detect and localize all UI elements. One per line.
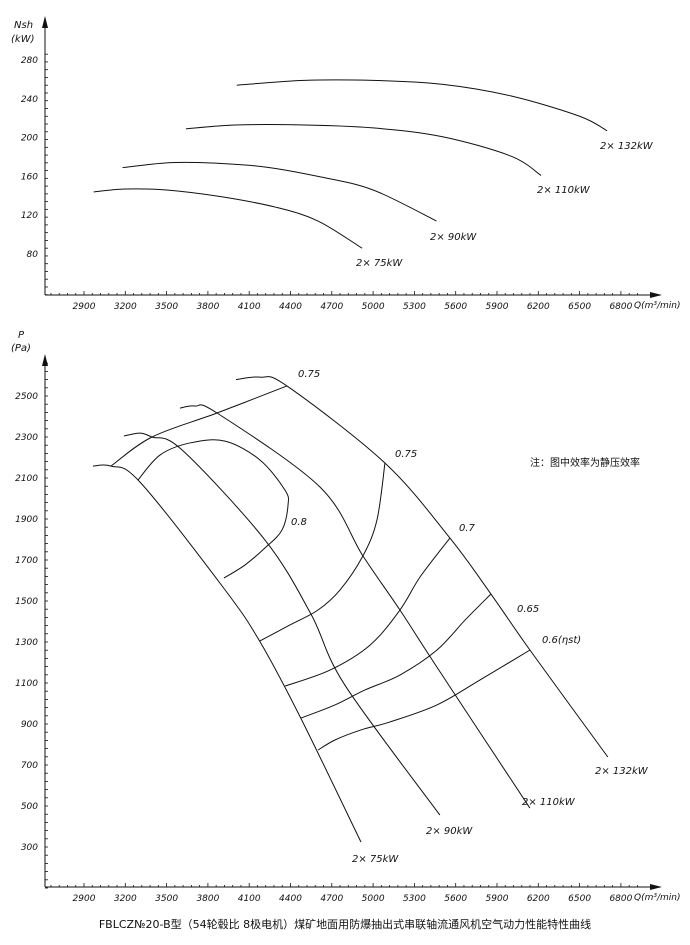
power-curve-290kw: [122, 161, 437, 222]
pressure-x-tick-label: 5300: [403, 894, 426, 904]
pressure-series-label-110: 2× 110kW: [522, 797, 576, 808]
pressure-y-label-2: (Pa): [11, 343, 31, 354]
efficiency-label-06: 0.6(ηst): [542, 635, 581, 646]
efficiency-label-075-top: 0.75: [298, 369, 320, 380]
power-x-axis-arrow: [650, 292, 662, 298]
pressure-x-tick-label: 6800: [609, 894, 632, 904]
pressure-series-label-75: 2× 75kW: [352, 854, 399, 865]
pressure-series-label-132: 2× 132kW: [595, 766, 649, 777]
pressure-x-tick-label: 3800: [196, 894, 219, 904]
pressure-y-tick-label: 1100: [15, 679, 38, 689]
pressure-x-label: Q(m³/min): [634, 893, 681, 903]
power-x-tick-label: 4700: [320, 302, 343, 312]
power-chart: Nsh (kW) Q(m³/min) 2900 3200 3500 3800 4100 4…: [11, 16, 681, 312]
power-x-tick-label: 5900: [486, 302, 509, 312]
power-curve-275kw: [93, 188, 363, 249]
power-y-tick-label: 80: [27, 250, 39, 260]
power-x-tick-label: 4400: [279, 302, 302, 312]
efficiency-contour-4: [300, 593, 492, 719]
pressure-curve-275kw: [92, 464, 362, 843]
power-series-label-132: 2× 132kW: [600, 141, 654, 152]
pressure-x-tick-label: 5000: [362, 894, 385, 904]
pressure-y-label-1: P: [18, 330, 25, 341]
pressure-y-axis-arrow: [42, 354, 48, 366]
power-series-label-110: 2× 110kW: [537, 185, 591, 196]
pressure-series-label-90: 2× 90kW: [426, 826, 473, 837]
pressure-chart: P (Pa) Q(m³/min) 2900 3200 3500 3800 4100 440…: [11, 330, 681, 904]
power-y-tick-label: 160: [21, 172, 38, 182]
pressure-x-tick-label: 5600: [444, 894, 467, 904]
efficiency-contour-0: [110, 385, 288, 467]
efficiency-note: 注：图中效率为静压效率: [530, 456, 640, 469]
pressure-curve-2110kw: [179, 404, 531, 809]
pressure-y-tick-label: 300: [21, 843, 38, 853]
pressure-x-tick-label: 3200: [114, 894, 137, 904]
efficiency-label-08: 0.8: [291, 517, 307, 528]
pressure-y-tick-label: 1700: [15, 556, 38, 566]
efficiency-label-065: 0.65: [517, 604, 539, 615]
pressure-y-tick-label: 1500: [15, 597, 38, 607]
power-y-axis-arrow: [42, 16, 48, 28]
pressure-x-tick-label: 5900: [486, 894, 509, 904]
efficiency-contour-3: [284, 537, 451, 687]
power-x-tick-label: 2900: [73, 302, 96, 312]
pressure-x-tick-label: 4400: [279, 894, 302, 904]
power-y-tick-label: 280: [21, 56, 38, 66]
power-x-tick-label: 6200: [527, 302, 550, 312]
pressure-x-tick-label: 4100: [238, 894, 261, 904]
power-y-label-2: (kW): [11, 34, 34, 45]
efficiency-label-07: 0.7: [459, 523, 476, 534]
pressure-curve-290kw: [123, 432, 441, 816]
power-x-tick-label: 3800: [196, 302, 219, 312]
pressure-y-tick-label: 2500: [15, 392, 38, 402]
efficiency-contour-1: [137, 439, 290, 579]
pressure-y-tick-label: 1300: [15, 638, 38, 648]
power-curve-2110kw: [185, 124, 542, 176]
power-series-label-90: 2× 90kW: [430, 232, 477, 243]
power-y-tick-label: 120: [21, 211, 38, 221]
pressure-x-tick-label: 4700: [320, 894, 343, 904]
pressure-x-tick-label: 3500: [155, 894, 178, 904]
pressure-y-tick-label: 900: [21, 720, 38, 730]
pressure-y-tick-label: 2100: [15, 474, 38, 484]
power-x-tick-label: 6500: [568, 302, 591, 312]
pressure-x-tick-label: 6200: [527, 894, 550, 904]
pressure-x-axis-arrow: [650, 884, 662, 890]
pressure-y-tick-label: 2300: [15, 433, 38, 443]
pressure-y-tick-label: 500: [21, 802, 38, 812]
power-x-tick-label: 3200: [114, 302, 137, 312]
pressure-y-tick-label: 700: [21, 761, 38, 771]
power-y-tick-label: 200: [21, 134, 38, 144]
power-y-label-1: Nsh: [14, 20, 33, 31]
power-x-tick-label: 4100: [238, 302, 261, 312]
chart-title: FBLCZ№20-B型（54轮毂比 8极电机）煤矿地面用防爆抽出式串联轴流通风机…: [99, 917, 591, 931]
power-x-tick-label: 6800: [609, 302, 632, 312]
efficiency-contour-2: [259, 462, 386, 642]
power-series-label-75: 2× 75kW: [356, 258, 403, 269]
pressure-x-tick-label: 2900: [73, 894, 96, 904]
pressure-y-tick-label: 1900: [15, 515, 38, 525]
power-curve-2132kw: [236, 79, 608, 132]
efficiency-label-075: 0.75: [395, 449, 417, 460]
power-x-tick-label: 3500: [155, 302, 178, 312]
power-x-tick-label: 5300: [403, 302, 426, 312]
efficiency-contour-5: [317, 649, 531, 751]
power-x-label: Q(m³/min): [634, 301, 681, 311]
power-x-tick-label: 5600: [444, 302, 467, 312]
power-x-tick-label: 5000: [362, 302, 385, 312]
pressure-x-tick-label: 6500: [568, 894, 591, 904]
power-y-tick-label: 240: [21, 95, 38, 105]
